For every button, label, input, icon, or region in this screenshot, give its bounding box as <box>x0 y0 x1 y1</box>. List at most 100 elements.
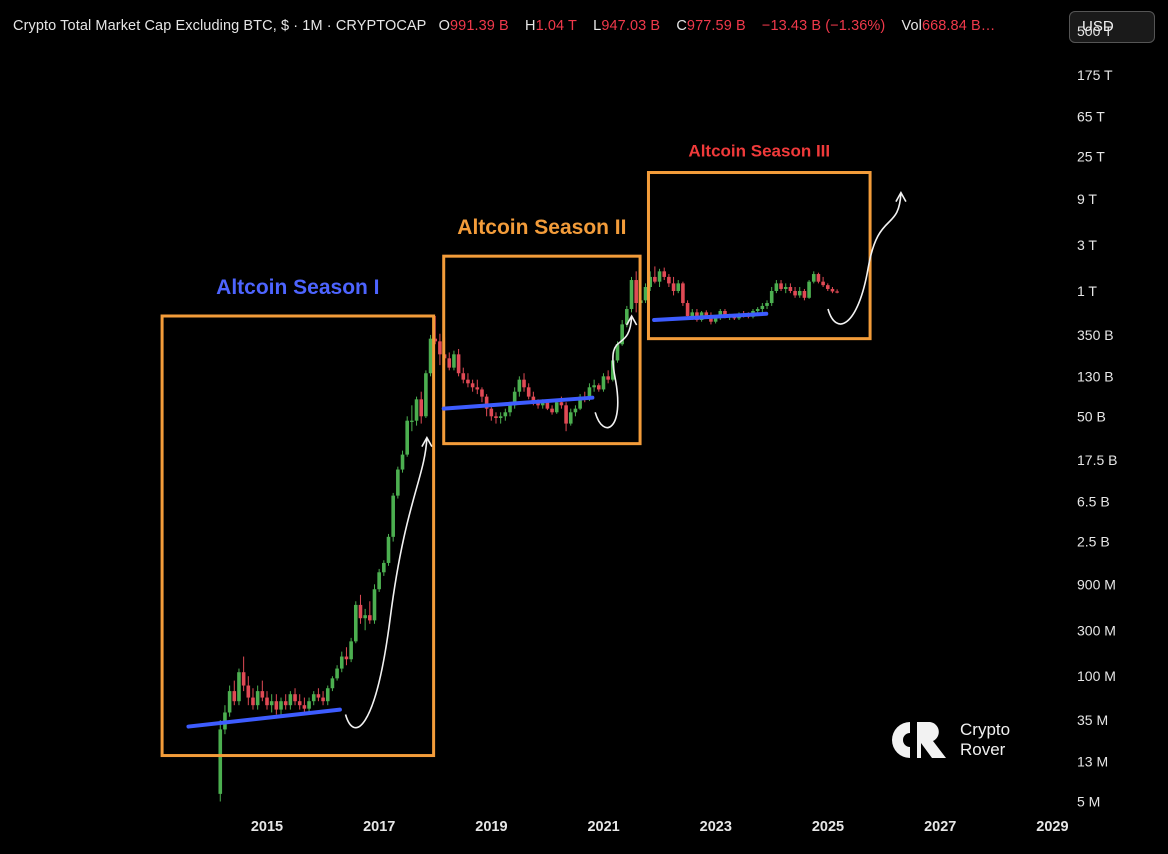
candle-body <box>821 281 825 286</box>
open-value: 991.39 B <box>449 18 509 34</box>
candle-body <box>480 389 484 397</box>
candle-body <box>218 729 223 794</box>
candle-body <box>498 416 503 418</box>
candle-body <box>410 420 414 422</box>
x-tick-label: 2029 <box>1036 819 1068 835</box>
candle-body <box>265 697 269 706</box>
y-tick-label: 25 T <box>1077 148 1105 164</box>
symbol-title: Crypto Total Market Cap Excluding BTC, $… <box>13 18 427 34</box>
candle-body <box>349 641 353 660</box>
chart-header: Crypto Total Market Cap Excluding BTC, $… <box>13 18 1007 34</box>
candle-body <box>568 412 573 424</box>
candle-body <box>550 408 554 413</box>
candle-body <box>447 358 452 368</box>
y-tick-label: 130 B <box>1077 368 1114 384</box>
candle-body <box>540 402 545 406</box>
x-tick-label: 2023 <box>700 819 732 835</box>
candle-body <box>634 280 638 304</box>
y-tick-label: 65 T <box>1077 108 1105 124</box>
candle-body <box>615 344 620 361</box>
candle-body <box>578 396 582 409</box>
candle-body <box>433 338 438 342</box>
candle-body <box>816 274 821 282</box>
y-tick-label: 35 M <box>1077 712 1108 728</box>
candle-body <box>671 283 676 291</box>
candle-body <box>765 303 769 306</box>
candle-body <box>709 316 713 322</box>
open-label: O <box>438 18 450 34</box>
candle-body <box>461 373 466 380</box>
candle-body <box>554 402 559 413</box>
watermark: Crypto Rover <box>890 718 1010 762</box>
candle-body <box>508 405 512 413</box>
candle-body <box>531 396 536 403</box>
candle-body <box>522 379 526 388</box>
candle-body <box>227 691 232 713</box>
low-label: L <box>593 18 602 34</box>
candle-body <box>255 691 260 706</box>
candle-body <box>494 416 498 418</box>
candle-body <box>456 354 461 374</box>
candle-body <box>405 420 409 455</box>
y-tick-label: 1 T <box>1077 283 1097 299</box>
x-tick-label: 2017 <box>363 819 395 835</box>
high-value: 1.04 T <box>535 18 578 34</box>
candle-body <box>391 495 395 537</box>
candle-body <box>251 697 255 706</box>
projection-arrow <box>594 315 633 429</box>
candle-body <box>606 376 610 380</box>
candle-body <box>643 287 648 301</box>
candle-body <box>601 376 606 390</box>
projection-arrow <box>344 437 428 729</box>
candle-body <box>358 604 363 619</box>
candle-body <box>760 305 765 310</box>
candle-body <box>503 412 508 417</box>
x-tick-label: 2021 <box>587 819 619 835</box>
candle-body <box>452 354 456 368</box>
candle-body <box>536 402 540 406</box>
candle-body <box>241 672 246 686</box>
candle-body <box>559 402 564 406</box>
candle-body <box>382 562 386 573</box>
candle-body <box>297 701 302 706</box>
support-trendline <box>441 395 595 411</box>
candle-body <box>438 341 442 355</box>
candle-body <box>517 379 522 392</box>
candle-body <box>811 274 816 282</box>
candle-body <box>690 312 695 317</box>
candle-body <box>825 285 830 289</box>
candle-body <box>232 691 237 702</box>
season-box <box>160 314 436 758</box>
candle-body <box>545 402 550 409</box>
y-tick-label: 2.5 B <box>1077 534 1110 550</box>
candle-body <box>723 310 727 317</box>
candle-body <box>246 685 251 698</box>
candle-body <box>807 281 811 298</box>
currency-button[interactable]: USD <box>1069 11 1155 43</box>
candle-body <box>274 701 279 710</box>
candle-body <box>293 694 297 702</box>
candle-body <box>620 324 624 345</box>
candle-body <box>802 291 807 298</box>
support-trendline <box>652 311 769 322</box>
candle-body <box>400 454 405 470</box>
candle-body <box>288 694 293 706</box>
candle-body <box>629 280 634 310</box>
candle-body <box>718 310 723 318</box>
candle-body <box>774 283 779 291</box>
candle-body <box>368 615 372 621</box>
arrow-head <box>625 314 638 326</box>
candle-body <box>779 283 783 289</box>
season-label: Altcoin Season I <box>216 276 379 299</box>
y-tick-label: 9 T <box>1077 191 1097 207</box>
candle-body <box>307 701 311 709</box>
candle-body <box>662 271 667 277</box>
candle-body <box>512 391 517 406</box>
candle-body <box>325 688 330 702</box>
y-tick-label: 5 M <box>1077 793 1100 809</box>
y-tick-label: 900 M <box>1077 576 1116 592</box>
x-tick-label: 2015 <box>251 819 283 835</box>
watermark-line-1: Crypto <box>960 720 1011 739</box>
candle-body <box>835 291 839 293</box>
